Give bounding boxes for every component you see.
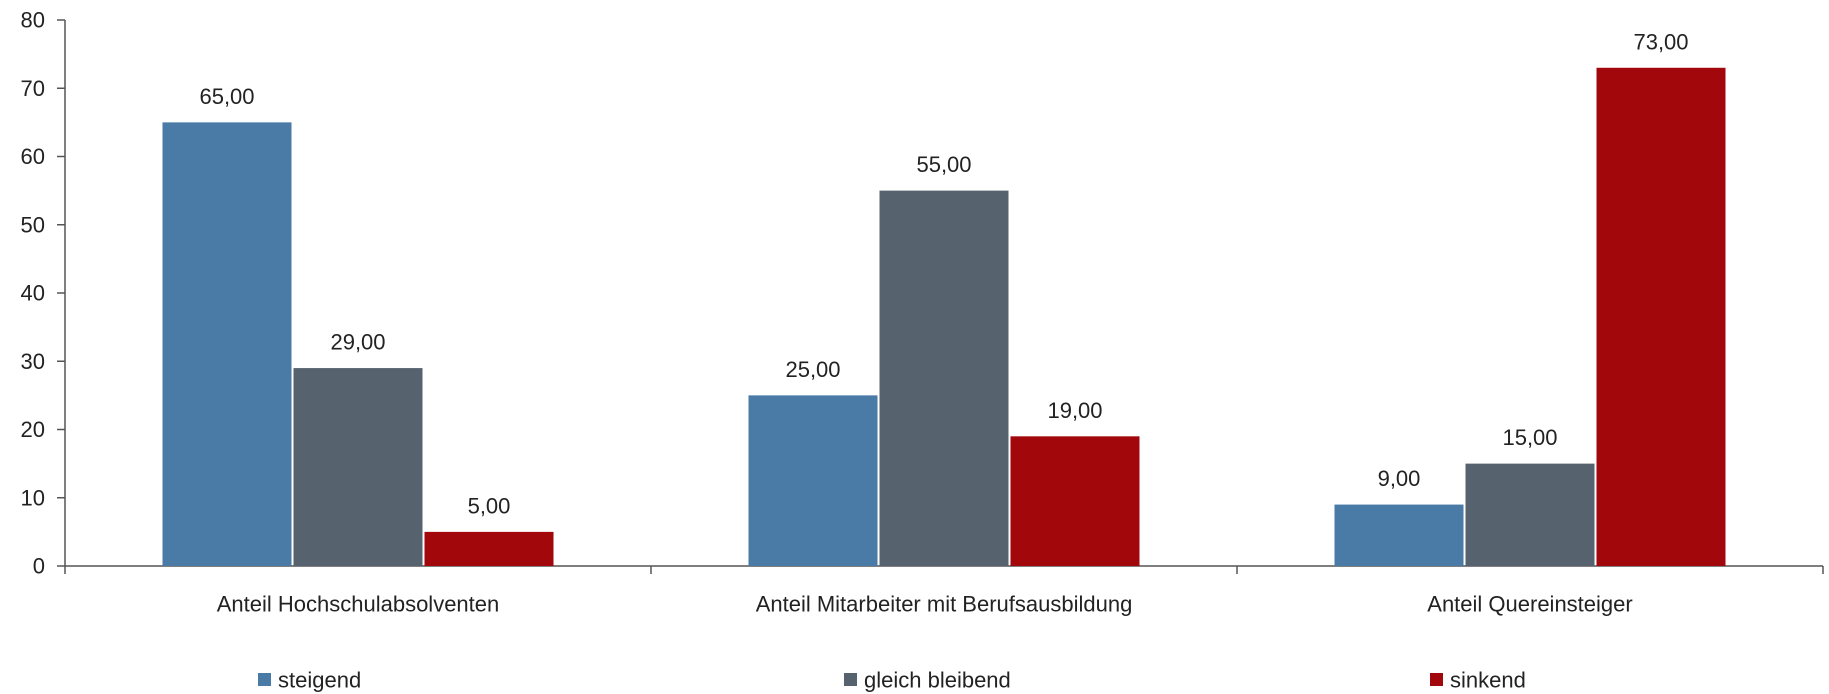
- data-label: 19,00: [1047, 398, 1102, 423]
- legend-item: sinkend: [1430, 668, 1526, 693]
- legend-swatch: [258, 673, 271, 686]
- data-label: 9,00: [1378, 466, 1421, 491]
- legend-swatch: [1430, 673, 1443, 686]
- data-label: 65,00: [199, 84, 254, 109]
- y-tick-label: 80: [21, 8, 45, 33]
- y-tick-label: 60: [21, 144, 45, 169]
- legend-item: steigend: [258, 668, 361, 693]
- data-label: 73,00: [1633, 29, 1688, 54]
- legend-swatch: [844, 673, 857, 686]
- data-label: 29,00: [330, 330, 385, 355]
- data-labels: 65,00 29,00 5,00 25,00 55,00 19,00 9,00 15,00 73…: [199, 29, 1688, 518]
- data-label: 25,00: [785, 357, 840, 382]
- bar-sinkend: [1596, 67, 1726, 567]
- legend-label: steigend: [278, 668, 361, 693]
- x-category-label: Anteil Quereinsteiger: [1427, 592, 1632, 617]
- x-axis: Anteil Hochschulabsolventen Anteil Mitarb…: [64, 565, 1824, 617]
- bar-gleich-bleibend: [293, 368, 423, 566]
- bar-sinkend: [424, 531, 554, 566]
- bar-gleich-bleibend: [1465, 463, 1595, 566]
- x-category-label: Anteil Hochschulabsolventen: [217, 592, 500, 617]
- bar-sinkend: [1010, 436, 1140, 566]
- y-tick-label: 40: [21, 281, 45, 306]
- data-label: 5,00: [468, 493, 511, 518]
- y-tick-label: 30: [21, 349, 45, 374]
- legend: steigend gleich bleibend sinkend: [258, 668, 1526, 693]
- bar-gleich-bleibend: [879, 190, 1009, 566]
- legend-item: gleich bleibend: [844, 668, 1011, 693]
- bar-steigend: [748, 395, 878, 566]
- y-tick-label: 0: [33, 554, 45, 579]
- data-label: 15,00: [1502, 425, 1557, 450]
- y-tick-label: 50: [21, 212, 45, 237]
- bars: [162, 67, 1726, 567]
- legend-label: sinkend: [1450, 668, 1526, 693]
- x-category-label: Anteil Mitarbeiter mit Berufsausbildung: [756, 592, 1133, 617]
- y-tick-label: 10: [21, 485, 45, 510]
- legend-label: gleich bleibend: [864, 668, 1011, 693]
- bar-steigend: [1334, 504, 1464, 566]
- y-tick-label: 20: [21, 417, 45, 442]
- y-axis: 0 10 20 30 40 50 60 70 80: [21, 8, 66, 579]
- bar-steigend: [162, 122, 292, 566]
- y-tick-label: 70: [21, 76, 45, 101]
- data-label: 55,00: [916, 152, 971, 177]
